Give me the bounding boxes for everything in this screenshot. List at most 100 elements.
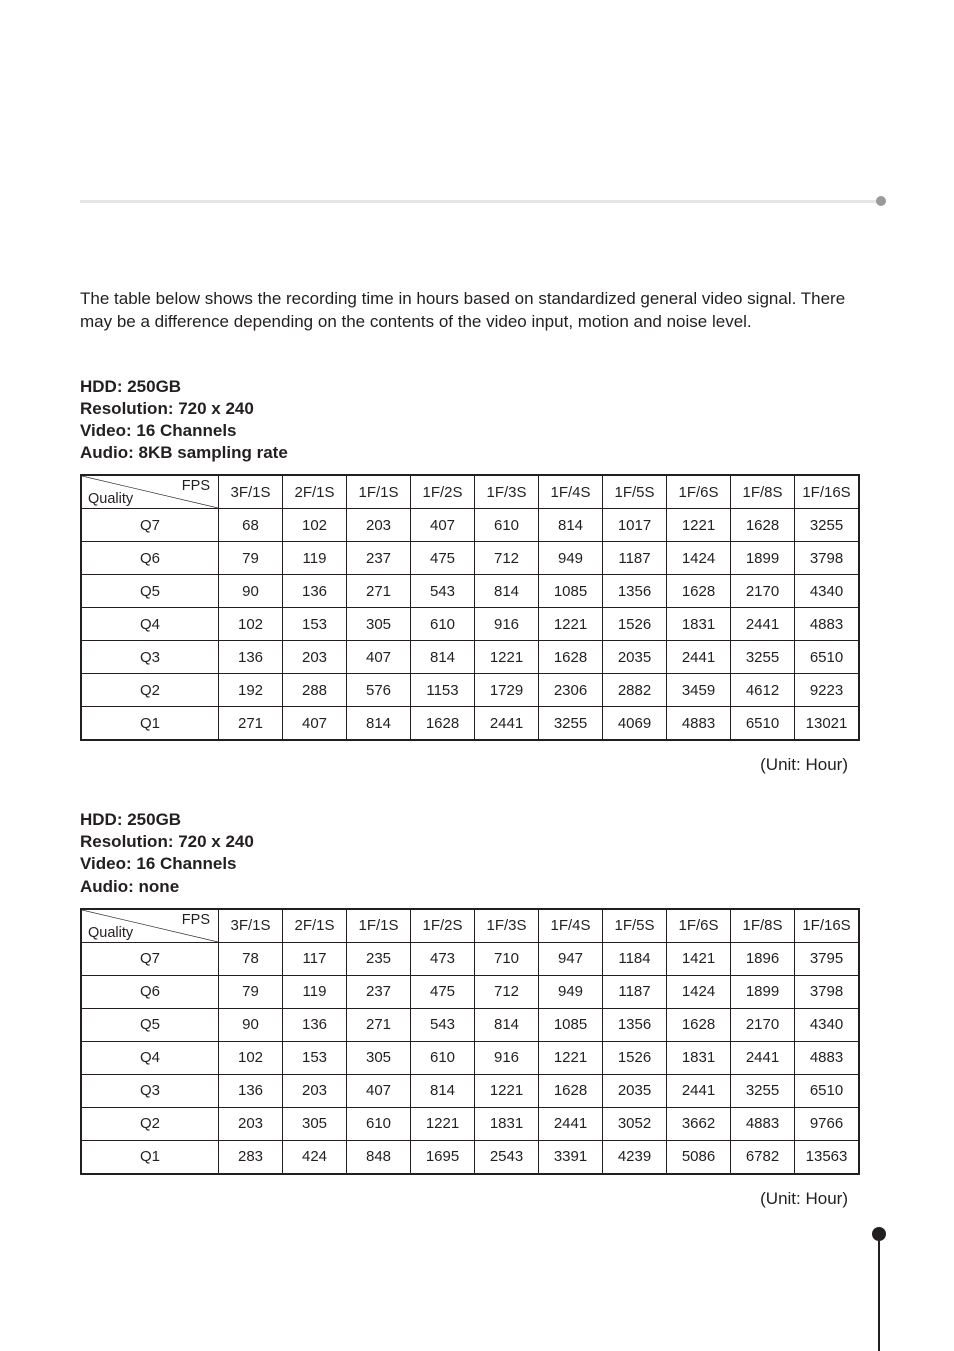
table-corner-cell: QualityFPS <box>81 909 219 943</box>
spec-line: Video: 16 Channels <box>80 420 874 442</box>
value-cell: 79 <box>219 542 283 575</box>
value-cell: 9223 <box>795 674 860 707</box>
table-corner-cell: QualityFPS <box>81 475 219 509</box>
intro-text: The table below shows the recording time… <box>80 288 874 334</box>
value-cell: 136 <box>283 1008 347 1041</box>
value-cell: 2441 <box>731 608 795 641</box>
value-cell: 475 <box>411 542 475 575</box>
value-cell: 916 <box>475 608 539 641</box>
value-cell: 3798 <box>795 975 860 1008</box>
corner-col-label: FPS <box>182 478 210 494</box>
value-cell: 153 <box>283 608 347 641</box>
value-cell: 407 <box>347 1074 411 1107</box>
value-cell: 475 <box>411 975 475 1008</box>
quality-cell: Q1 <box>81 1140 219 1174</box>
column-header: 1F/1S <box>347 475 411 509</box>
value-cell: 13021 <box>795 707 860 741</box>
value-cell: 6782 <box>731 1140 795 1174</box>
table-row: Q6791192374757129491187142418993798 <box>81 975 859 1008</box>
column-header: 1F/5S <box>603 475 667 509</box>
column-header: 1F/16S <box>795 475 860 509</box>
value-cell: 848 <box>347 1140 411 1174</box>
column-header: 3F/1S <box>219 475 283 509</box>
value-cell: 119 <box>283 542 347 575</box>
value-cell: 288 <box>283 674 347 707</box>
value-cell: 1628 <box>731 509 795 542</box>
value-cell: 271 <box>347 1008 411 1041</box>
value-cell: 203 <box>283 1074 347 1107</box>
column-header: 1F/16S <box>795 909 860 943</box>
value-cell: 203 <box>347 509 411 542</box>
table-header-row: QualityFPS3F/1S2F/1S1F/1S1F/2S1F/3S1F/4S… <box>81 909 859 943</box>
value-cell: 1628 <box>539 641 603 674</box>
value-cell: 1899 <box>731 542 795 575</box>
value-cell: 543 <box>411 1008 475 1041</box>
value-cell: 1628 <box>667 1008 731 1041</box>
spec-line: HDD: 250GB <box>80 376 874 398</box>
value-cell: 4883 <box>731 1107 795 1140</box>
recording-time-table: QualityFPS3F/1S2F/1S1F/1S1F/2S1F/3S1F/4S… <box>80 474 860 741</box>
table-row: Q127140781416282441325540694883651013021 <box>81 707 859 741</box>
value-cell: 237 <box>347 542 411 575</box>
value-cell: 3052 <box>603 1107 667 1140</box>
value-cell: 916 <box>475 1041 539 1074</box>
value-cell: 2035 <box>603 1074 667 1107</box>
value-cell: 1526 <box>603 608 667 641</box>
value-cell: 3255 <box>731 641 795 674</box>
column-header: 1F/3S <box>475 909 539 943</box>
value-cell: 610 <box>347 1107 411 1140</box>
value-cell: 949 <box>539 975 603 1008</box>
spec-line: Resolution: 720 x 240 <box>80 398 874 420</box>
value-cell: 610 <box>411 1041 475 1074</box>
table-row: Q59013627154381410851356162821704340 <box>81 575 859 608</box>
value-cell: 1831 <box>667 608 731 641</box>
column-header: 1F/4S <box>539 909 603 943</box>
quality-cell: Q4 <box>81 1041 219 1074</box>
value-cell: 1221 <box>667 509 731 542</box>
value-cell: 949 <box>539 542 603 575</box>
table-header-row: QualityFPS3F/1S2F/1S1F/1S1F/2S1F/3S1F/4S… <box>81 475 859 509</box>
value-cell: 1356 <box>603 575 667 608</box>
value-cell: 2543 <box>475 1140 539 1174</box>
value-cell: 203 <box>219 1107 283 1140</box>
value-cell: 1424 <box>667 542 731 575</box>
value-cell: 90 <box>219 1008 283 1041</box>
page: The table below shows the recording time… <box>0 0 954 1351</box>
table-row: Q22033056101221183124413052366248839766 <box>81 1107 859 1140</box>
value-cell: 1356 <box>603 1008 667 1041</box>
value-cell: 3255 <box>795 509 860 542</box>
table-specs: HDD: 250GBResolution: 720 x 240Video: 16… <box>80 376 874 464</box>
value-cell: 271 <box>219 707 283 741</box>
unit-label: (Unit: Hour) <box>80 1189 848 1209</box>
table-row: Q3136203407814122116282035244132556510 <box>81 641 859 674</box>
value-cell: 1221 <box>539 1041 603 1074</box>
corner-row-label: Quality <box>88 925 133 941</box>
value-cell: 1831 <box>475 1107 539 1140</box>
value-cell: 4612 <box>731 674 795 707</box>
value-cell: 5086 <box>667 1140 731 1174</box>
value-cell: 2441 <box>667 1074 731 1107</box>
column-header: 1F/2S <box>411 909 475 943</box>
value-cell: 3662 <box>667 1107 731 1140</box>
value-cell: 4239 <box>603 1140 667 1174</box>
column-header: 3F/1S <box>219 909 283 943</box>
value-cell: 1187 <box>603 975 667 1008</box>
value-cell: 1421 <box>667 942 731 975</box>
value-cell: 305 <box>283 1107 347 1140</box>
value-cell: 3798 <box>795 542 860 575</box>
table-row: Q21922885761153172923062882345946129223 <box>81 674 859 707</box>
quality-cell: Q3 <box>81 1074 219 1107</box>
value-cell: 283 <box>219 1140 283 1174</box>
column-header: 1F/3S <box>475 475 539 509</box>
spec-line: Video: 16 Channels <box>80 853 874 875</box>
value-cell: 1526 <box>603 1041 667 1074</box>
value-cell: 6510 <box>795 1074 860 1107</box>
value-cell: 136 <box>283 575 347 608</box>
value-cell: 814 <box>411 641 475 674</box>
value-cell: 305 <box>347 608 411 641</box>
value-cell: 712 <box>475 975 539 1008</box>
value-cell: 1628 <box>667 575 731 608</box>
value-cell: 2170 <box>731 575 795 608</box>
column-header: 1F/5S <box>603 909 667 943</box>
column-header: 2F/1S <box>283 475 347 509</box>
